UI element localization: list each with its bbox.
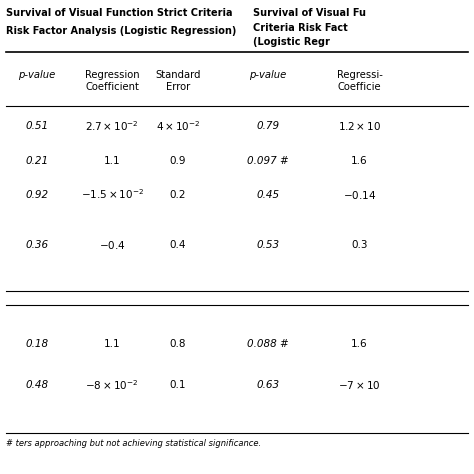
Text: 0.53: 0.53 — [256, 239, 279, 249]
Text: Regression
Coefficient: Regression Coefficient — [85, 70, 139, 92]
Text: p-value: p-value — [18, 70, 55, 80]
Text: 0.097 #: 0.097 # — [247, 155, 289, 165]
Text: 0.9: 0.9 — [170, 155, 186, 165]
Text: 0.8: 0.8 — [170, 339, 186, 349]
Text: Regressi-
Coefficie: Regressi- Coefficie — [337, 70, 383, 92]
Text: 1.1: 1.1 — [104, 339, 120, 349]
Text: Survival of Visual Fu: Survival of Visual Fu — [254, 9, 366, 18]
Text: $-1.5 \times 10^{-2}$: $-1.5 \times 10^{-2}$ — [81, 188, 144, 201]
Text: $-0.14$: $-0.14$ — [343, 189, 376, 201]
Text: 0.18: 0.18 — [25, 339, 48, 349]
Text: 0.92: 0.92 — [25, 190, 48, 200]
Text: 0.4: 0.4 — [170, 239, 186, 249]
Text: 0.63: 0.63 — [256, 381, 279, 391]
Text: 0.45: 0.45 — [256, 190, 279, 200]
Text: $-8 \times 10^{-2}$: $-8 \times 10^{-2}$ — [85, 379, 139, 392]
Text: 0.088 #: 0.088 # — [247, 339, 289, 349]
Text: 1.6: 1.6 — [351, 339, 368, 349]
Text: 0.79: 0.79 — [256, 121, 279, 131]
Text: (Logistic Regr: (Logistic Regr — [254, 37, 330, 47]
Text: 0.2: 0.2 — [170, 190, 186, 200]
Text: 0.51: 0.51 — [25, 121, 48, 131]
Text: 0.3: 0.3 — [351, 239, 368, 249]
Text: 0.48: 0.48 — [25, 381, 48, 391]
Text: $-7 \times 10$: $-7 \times 10$ — [338, 379, 381, 392]
Text: Survival of Visual Function Strict Criteria: Survival of Visual Function Strict Crite… — [6, 9, 233, 18]
Text: Criteria Risk Fact: Criteria Risk Fact — [254, 23, 348, 33]
Text: Risk Factor Analysis (Logistic Regression): Risk Factor Analysis (Logistic Regressio… — [6, 26, 237, 36]
Text: $4 \times 10^{-2}$: $4 \times 10^{-2}$ — [156, 119, 201, 133]
Text: 0.36: 0.36 — [25, 239, 48, 249]
Text: 0.21: 0.21 — [25, 155, 48, 165]
Text: $-0.4$: $-0.4$ — [99, 238, 126, 251]
Text: # ters approaching but not achieving statistical significance.: # ters approaching but not achieving sta… — [6, 438, 261, 447]
Text: 1.1: 1.1 — [104, 155, 120, 165]
Text: 0.1: 0.1 — [170, 381, 186, 391]
Text: Standard
Error: Standard Error — [155, 70, 201, 92]
Text: $1.2 \times 10$: $1.2 \times 10$ — [338, 120, 381, 132]
Text: $2.7 \times 10^{-2}$: $2.7 \times 10^{-2}$ — [85, 119, 139, 133]
Text: 1.6: 1.6 — [351, 155, 368, 165]
Text: p-value: p-value — [249, 70, 286, 80]
